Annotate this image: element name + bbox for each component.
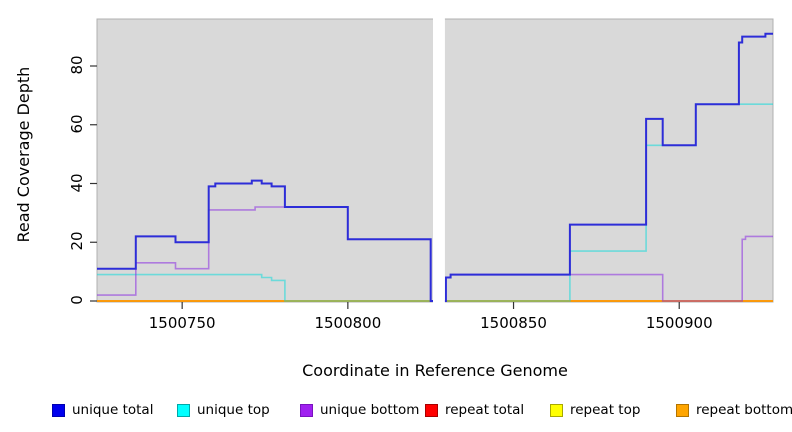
unique-total-swatch-icon: [52, 403, 65, 417]
chart-legend: unique total unique top unique bottom repea…: [0, 399, 792, 423]
legend-item-unique-top: unique top: [177, 399, 270, 421]
legend-item-repeat-top: repeat top: [550, 399, 640, 421]
x-tick-label: 1500900: [645, 314, 713, 332]
coverage-gap-mask: [433, 17, 445, 303]
legend-label: repeat total: [445, 402, 525, 418]
series-unique-total: [97, 32, 773, 302]
y-tick-label: 20: [68, 231, 86, 251]
x-tick-label: 1500800: [314, 314, 382, 332]
repeat-top-swatch-icon: [550, 403, 563, 417]
y-tick-label: 40: [68, 172, 86, 193]
unique-top-swatch-icon: [177, 403, 190, 417]
legend-label: repeat top: [570, 402, 641, 418]
x-axis-title: Coordinate in Reference Genome: [302, 361, 568, 380]
y-tick-label: 0: [68, 295, 86, 305]
y-tick-label: 60: [68, 114, 86, 134]
x-tick-label: 1500750: [148, 314, 216, 332]
y-tick-label: 80: [68, 55, 86, 75]
repeat-bottom-swatch-icon: [676, 403, 689, 417]
repeat-total-swatch-icon: [425, 403, 438, 417]
legend-label: repeat bottom: [696, 402, 792, 418]
legend-item-unique-total: unique total: [52, 399, 153, 421]
legend-label: unique bottom: [320, 402, 420, 418]
legend-label: unique top: [197, 402, 270, 418]
legend-item-repeat-total: repeat total: [425, 399, 524, 421]
x-tick-label: 1500850: [480, 314, 547, 332]
legend-item-unique-bottom: unique bottom: [300, 399, 419, 421]
legend-label: unique total: [72, 402, 154, 418]
legend-item-repeat-bottom: repeat bottom: [676, 399, 792, 421]
y-axis-title: Read Coverage Depth: [14, 66, 33, 243]
unique-bottom-swatch-icon: [300, 403, 313, 417]
